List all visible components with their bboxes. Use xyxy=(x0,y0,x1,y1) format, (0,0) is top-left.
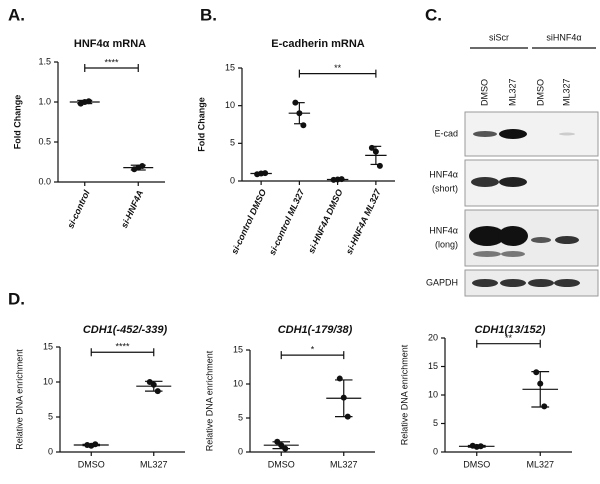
blot-lane-label: DMSO xyxy=(535,79,545,106)
blot-row-label: E-cad xyxy=(434,128,458,138)
x-tick-label: si-HNF4A ML327 xyxy=(344,187,383,256)
chart-title: CDH1(13/152) xyxy=(475,324,546,336)
y-axis-label: Relative DNA enrichment xyxy=(14,349,24,450)
significance-bracket xyxy=(90,348,155,357)
panel-label: A. xyxy=(8,5,25,24)
x-tick-label: si-HNF4A xyxy=(119,189,145,230)
error-bar xyxy=(335,379,353,418)
significance-bracket xyxy=(298,69,377,78)
error-bar xyxy=(255,172,267,175)
error-bar xyxy=(467,444,486,448)
error-bar xyxy=(332,178,343,181)
x-tick-label: ML327 xyxy=(526,459,554,469)
x-tick-label: DMSO xyxy=(268,459,295,469)
y-tick-label: 0.0 xyxy=(38,176,51,186)
y-tick-label: 15 xyxy=(225,62,235,72)
y-axis-label: Fold Change xyxy=(196,97,206,152)
significance-bracket xyxy=(280,351,345,360)
data-point xyxy=(85,98,92,105)
blot-row-label: (long) xyxy=(435,239,458,249)
y-tick-label: 0.5 xyxy=(38,136,51,146)
panel-label: D. xyxy=(8,289,25,308)
error-bar xyxy=(294,102,305,125)
error-bar xyxy=(272,441,290,450)
y-tick-label: 5 xyxy=(48,411,53,421)
y-axis-label: Relative DNA enrichment xyxy=(204,350,214,451)
error-bar xyxy=(130,164,146,171)
significance-label: ** xyxy=(334,63,342,73)
y-tick-label: 15 xyxy=(233,344,243,354)
y-tick-label: 5 xyxy=(433,418,438,428)
y-tick-label: 10 xyxy=(233,378,243,388)
x-tick-label: ML327 xyxy=(140,459,168,469)
y-tick-label: 5 xyxy=(230,138,235,148)
significance-label: **** xyxy=(104,57,119,67)
x-tick-label: DMSO xyxy=(463,459,490,469)
chart-title: HNF4α mRNA xyxy=(74,38,146,50)
chart-title: CDH1(-452/-339) xyxy=(83,324,168,336)
y-tick-label: 10 xyxy=(225,100,235,110)
y-tick-label: 1.0 xyxy=(38,96,51,106)
significance-bracket xyxy=(84,64,139,72)
significance-label: * xyxy=(311,344,315,354)
y-tick-label: 10 xyxy=(428,389,438,399)
x-tick-label: DMSO xyxy=(78,459,105,469)
blot-lane-label: DMSO xyxy=(479,79,489,106)
y-tick-label: 0 xyxy=(433,446,438,456)
y-tick-label: 20 xyxy=(428,332,438,342)
blot-group-label: siHNF4α xyxy=(546,32,581,42)
y-tick-label: 15 xyxy=(43,341,53,351)
blot-row-label: HNF4α xyxy=(429,169,458,179)
y-tick-label: 0 xyxy=(48,446,53,456)
significance-bracket xyxy=(476,339,541,348)
error-bar xyxy=(370,145,382,166)
significance-label: **** xyxy=(115,342,130,352)
data-point xyxy=(336,375,343,382)
error-bar xyxy=(531,371,550,408)
y-tick-label: 10 xyxy=(43,376,53,386)
x-tick-label: si-control ML327 xyxy=(267,187,307,257)
chart-title: E-cadherin mRNA xyxy=(271,38,365,50)
error-bar xyxy=(82,443,100,447)
panel-label: C. xyxy=(425,5,442,24)
x-tick-label: si-control DMSO xyxy=(229,188,268,256)
blot-lane-label: ML327 xyxy=(561,78,571,106)
error-bar xyxy=(145,380,163,392)
y-tick-label: 1.5 xyxy=(38,56,51,66)
blot-row-label: GAPDH xyxy=(426,277,458,287)
x-tick-label: si-HNF4A DMSO xyxy=(306,188,345,255)
y-axis-label: Relative DNA enrichment xyxy=(399,344,409,445)
error-bar xyxy=(77,99,93,105)
y-tick-label: 5 xyxy=(238,412,243,422)
significance-label: ** xyxy=(505,333,513,343)
y-tick-label: 15 xyxy=(428,361,438,371)
blot-row-label: HNF4α xyxy=(429,225,458,235)
y-axis-label: Fold Change xyxy=(12,95,22,150)
x-tick-label: si-control xyxy=(65,188,92,230)
blot-group-label: siScr xyxy=(489,32,509,42)
x-tick-label: ML327 xyxy=(330,459,358,469)
blot-row-label: (short) xyxy=(432,183,458,193)
blot-image xyxy=(464,47,599,297)
chart-title: CDH1(-179/38) xyxy=(278,324,353,336)
y-tick-label: 0 xyxy=(238,446,243,456)
blot-lane-label: ML327 xyxy=(507,78,517,106)
y-tick-label: 0 xyxy=(230,175,235,185)
panel-label: B. xyxy=(200,5,217,24)
